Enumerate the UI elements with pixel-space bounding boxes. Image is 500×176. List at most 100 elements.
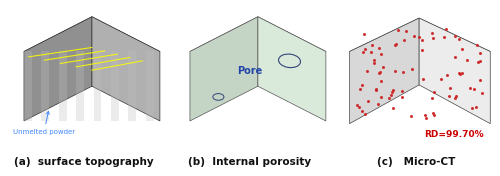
Point — [428, 111, 436, 114]
Point — [372, 89, 380, 92]
Point — [399, 71, 407, 74]
Point — [472, 106, 480, 109]
Point — [436, 78, 444, 81]
Point — [451, 97, 459, 99]
Point — [428, 96, 436, 99]
Point — [446, 87, 454, 90]
Polygon shape — [24, 17, 92, 121]
Point — [400, 39, 408, 41]
Point — [389, 107, 397, 110]
Point — [450, 56, 458, 59]
Point — [391, 69, 399, 72]
Polygon shape — [94, 52, 102, 121]
Point — [360, 32, 368, 35]
Polygon shape — [76, 52, 84, 121]
Point — [476, 59, 484, 62]
Polygon shape — [146, 52, 154, 121]
Point — [364, 100, 372, 103]
Point — [476, 79, 484, 82]
Point — [476, 52, 484, 55]
Text: (c)   Micro-CT: (c) Micro-CT — [377, 157, 455, 167]
Point — [374, 102, 382, 105]
Point — [430, 114, 438, 117]
Point — [362, 48, 370, 51]
Point — [407, 115, 415, 117]
Point — [362, 112, 370, 115]
Polygon shape — [128, 52, 136, 121]
Point — [356, 88, 364, 91]
Point — [410, 34, 418, 37]
Point — [352, 104, 360, 106]
Point — [456, 72, 464, 75]
Point — [422, 116, 430, 119]
Point — [452, 94, 460, 97]
Point — [377, 53, 385, 56]
Point — [394, 29, 402, 31]
Point — [470, 87, 478, 90]
Point — [386, 94, 394, 97]
Text: Pore: Pore — [238, 66, 262, 76]
Point — [398, 95, 406, 98]
Text: Unmelted powder: Unmelted powder — [13, 111, 75, 135]
Point — [385, 96, 393, 99]
Point — [474, 60, 482, 63]
Point — [354, 106, 362, 109]
Point — [445, 95, 453, 98]
Polygon shape — [350, 18, 419, 124]
Point — [419, 78, 427, 81]
Text: (b)  Internal porosity: (b) Internal porosity — [188, 157, 312, 167]
Point — [442, 27, 450, 30]
Point — [388, 91, 396, 94]
Polygon shape — [190, 17, 326, 86]
Polygon shape — [419, 18, 490, 124]
Point — [478, 92, 486, 94]
Point — [418, 48, 426, 51]
Point — [454, 71, 462, 74]
Point — [392, 43, 400, 45]
Point — [370, 61, 378, 64]
Point — [402, 29, 409, 32]
Point — [370, 59, 378, 62]
Point — [378, 95, 386, 98]
Polygon shape — [258, 17, 326, 121]
Point — [474, 43, 482, 46]
Point — [463, 59, 471, 62]
Point — [466, 86, 474, 89]
Polygon shape — [24, 17, 160, 86]
Point — [391, 44, 399, 47]
Point — [458, 72, 466, 74]
Point — [456, 38, 464, 40]
Text: RD=99.70%: RD=99.70% — [424, 130, 484, 139]
Point — [375, 47, 383, 50]
Point — [379, 66, 387, 69]
Point — [390, 88, 398, 91]
Point — [416, 36, 424, 38]
Polygon shape — [58, 52, 66, 121]
Point — [363, 70, 371, 73]
Polygon shape — [350, 18, 490, 85]
Point — [442, 74, 450, 77]
Point — [366, 51, 374, 54]
Point — [428, 31, 436, 34]
Point — [372, 87, 380, 90]
Point — [408, 68, 416, 71]
Point — [422, 114, 430, 116]
Point — [429, 36, 437, 39]
Point — [378, 80, 386, 82]
Point — [358, 110, 366, 113]
Point — [451, 34, 459, 37]
Polygon shape — [190, 17, 258, 121]
Text: (a)  surface topography: (a) surface topography — [14, 157, 154, 167]
Point — [376, 72, 384, 75]
Point — [368, 43, 376, 46]
Point — [418, 39, 426, 42]
Point — [458, 48, 466, 51]
Polygon shape — [24, 52, 32, 121]
Point — [358, 84, 366, 87]
Point — [398, 90, 406, 92]
Point — [430, 91, 438, 93]
Polygon shape — [92, 17, 160, 121]
Point — [376, 70, 384, 73]
Polygon shape — [111, 52, 119, 121]
Point — [360, 51, 368, 53]
